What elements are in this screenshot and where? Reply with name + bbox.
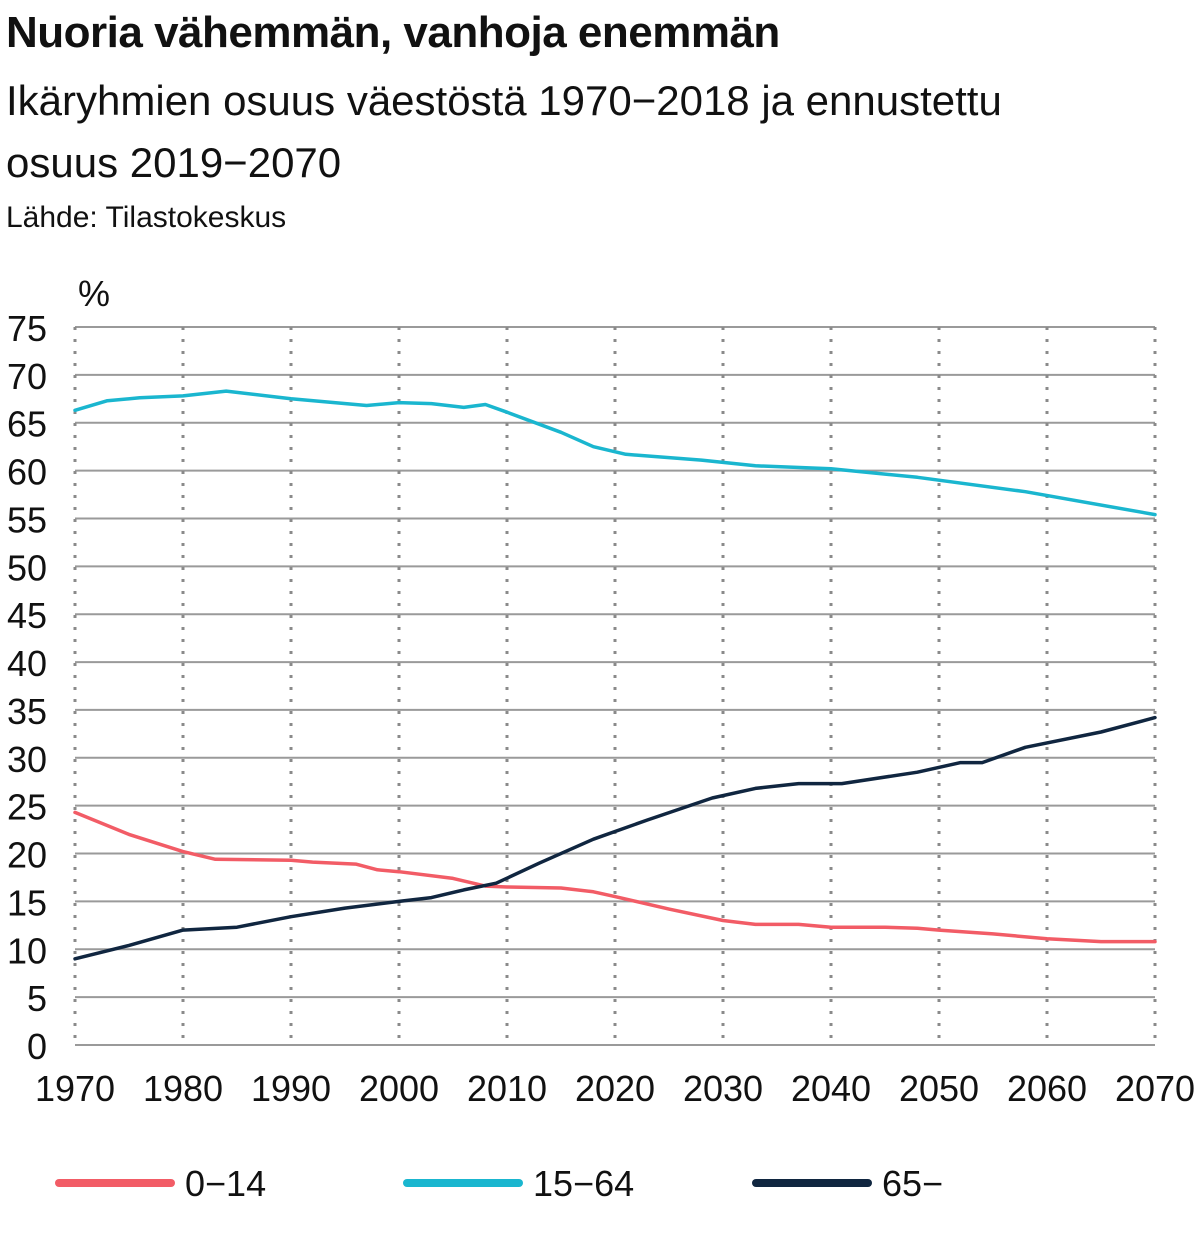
y-tick-label: 55 xyxy=(7,499,47,540)
source-note: Lähde: Tilastokeskus xyxy=(6,201,287,234)
y-tick-label: 40 xyxy=(7,643,47,684)
y-tick-label: 20 xyxy=(7,835,47,876)
y-tick-label: 25 xyxy=(7,787,47,828)
x-tick-label: 2000 xyxy=(359,1068,439,1109)
legend-label: 65− xyxy=(882,1163,944,1204)
y-tick-label: 70 xyxy=(7,356,47,397)
x-tick-label: 2030 xyxy=(683,1068,763,1109)
y-tick-label: 35 xyxy=(7,691,47,732)
y-axis-unit-label: % xyxy=(78,273,110,314)
y-tick-label: 75 xyxy=(7,308,47,349)
y-tick-label: 5 xyxy=(27,978,47,1019)
x-tick-label: 1980 xyxy=(143,1068,223,1109)
x-tick-label: 2010 xyxy=(467,1068,547,1109)
y-tick-label: 0 xyxy=(27,1026,47,1067)
x-tick-label: 2050 xyxy=(899,1068,979,1109)
series-line-2 xyxy=(73,715,1157,961)
chart-title: Nuoria vähemmän, vanhoja enemmän xyxy=(6,8,780,57)
x-tick-label: 1970 xyxy=(35,1068,115,1109)
y-tick-label: 60 xyxy=(7,452,47,493)
legend-label: 0−14 xyxy=(185,1163,267,1204)
chart-area: 0 5 10 15 20 25 30 35 40 45 50 55 60 65 70 75 1970 1980 19… xyxy=(0,255,1199,1150)
y-tick-label: 45 xyxy=(7,595,47,636)
x-tick-label: 2060 xyxy=(1007,1068,1087,1109)
y-tick-label: 15 xyxy=(7,882,47,923)
line-chart: 0 5 10 15 20 25 30 35 40 45 50 55 60 65 70 75 1970 1980 19… xyxy=(7,273,1195,1109)
grid xyxy=(73,326,1157,1046)
x-tick-label: 2070 xyxy=(1115,1068,1195,1109)
legend-label: 15−64 xyxy=(533,1163,635,1204)
x-tick-label: 2040 xyxy=(791,1068,871,1109)
y-tick-label: 30 xyxy=(7,739,47,780)
y-tick-label: 50 xyxy=(7,547,47,588)
y-tick-label: 10 xyxy=(7,930,47,971)
x-tick-label: 1990 xyxy=(251,1068,331,1109)
y-tick-label: 65 xyxy=(7,404,47,445)
series-line-1 xyxy=(73,389,1157,517)
axes: 0 5 10 15 20 25 30 35 40 45 50 55 60 65 70 75 1970 1980 19… xyxy=(7,273,1195,1109)
series-lines xyxy=(73,389,1157,961)
series-line-0 xyxy=(73,810,1157,944)
chart-subtitle: Ikäryhmien osuus väestöstä 1970−2018 ja … xyxy=(6,77,1002,186)
legend-swatch xyxy=(752,1179,872,1187)
legend-swatch xyxy=(55,1179,175,1187)
legend-swatch xyxy=(403,1179,523,1187)
x-tick-label: 2020 xyxy=(575,1068,655,1109)
